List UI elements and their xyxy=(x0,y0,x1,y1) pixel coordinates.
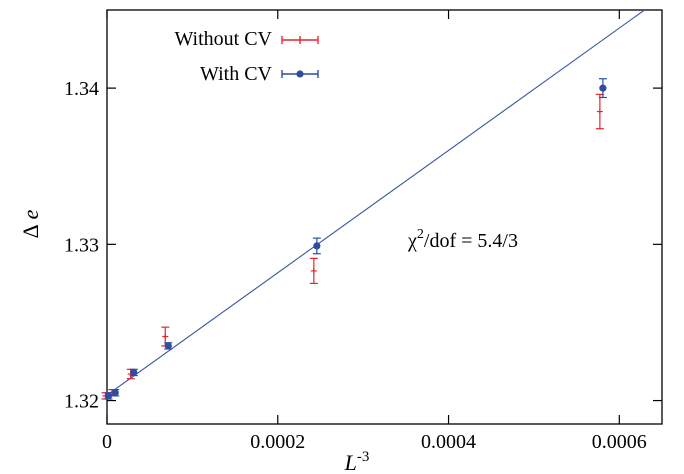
x-tick-label: 0.0002 xyxy=(250,431,305,453)
x-axis-label-base: L xyxy=(344,450,357,474)
legend-sample-with-cv xyxy=(281,70,319,78)
series-without-cv xyxy=(101,93,604,400)
x-axis-label: L-3 xyxy=(344,449,370,474)
fit-line-group xyxy=(107,10,646,396)
chi-superscript: 2 xyxy=(417,227,424,242)
data-point xyxy=(111,389,119,397)
y-tick-label: 1.32 xyxy=(64,391,99,413)
y-axis-label-prefix: Δ xyxy=(18,224,43,238)
legend-sample-without-cv xyxy=(281,36,319,44)
y-axis-label: Δe xyxy=(18,209,43,238)
chi2-annotation: χ2/dof = 5.4/3 xyxy=(407,227,518,252)
y-tick-label: 1.34 xyxy=(64,78,99,100)
data-point xyxy=(164,342,172,350)
data-point xyxy=(313,242,321,250)
x-axis-label-sup: -3 xyxy=(357,449,370,465)
data-point xyxy=(599,84,607,92)
y-axis-label-base: e xyxy=(18,209,43,219)
series-with-cv xyxy=(104,78,607,400)
x-tick-label: 0.0006 xyxy=(592,431,647,453)
x-tick-label: 0 xyxy=(102,431,112,453)
fit-line xyxy=(107,10,646,396)
legend-label-without-cv: Without CV xyxy=(174,28,272,50)
legend-marker xyxy=(296,70,304,78)
chi-rest: /dof = 5.4/3 xyxy=(424,230,518,252)
axes-group: 0 0.0002 0.0004 0.0006 1.32 1.33 1.34 xyxy=(64,10,662,453)
svg-text:Δe: Δe xyxy=(18,209,43,238)
x-tick-label: 0.0004 xyxy=(421,431,476,453)
y-tick-label: 1.33 xyxy=(64,234,99,256)
plot-frame xyxy=(106,9,663,425)
legend-label-with-cv: With CV xyxy=(200,63,273,85)
chi-symbol: χ xyxy=(407,230,417,252)
data-point xyxy=(130,368,138,377)
legend: Without CV With CV xyxy=(174,28,319,85)
series-group xyxy=(101,78,607,400)
data-point xyxy=(104,392,113,400)
